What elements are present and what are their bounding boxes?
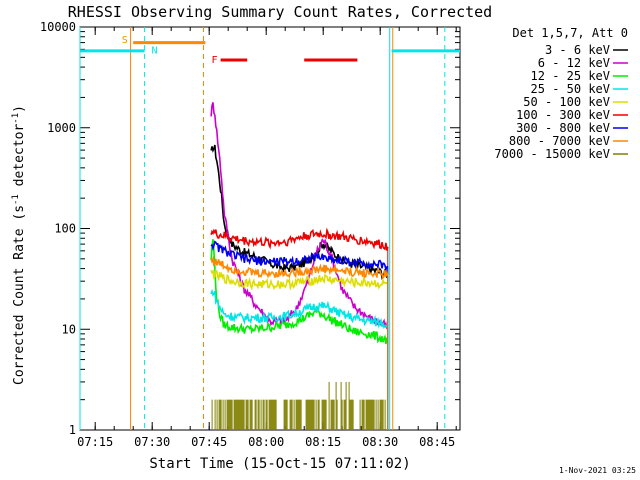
chart-title: RHESSI Observing Summary Count Rates, Co… (68, 3, 492, 21)
observing-state-bars: S N F (80, 35, 460, 66)
y-axis-label-mid: detector (12, 124, 27, 195)
series-line (210, 269, 389, 291)
y-axis-label: Corrected Count Rate (s-1 detector-1) (11, 105, 27, 385)
series-3-6-kev (210, 144, 389, 430)
legend-header: Det 1,5,7, Att 0 (512, 26, 628, 40)
series-line (210, 239, 389, 345)
series-7000-15000-kev (210, 381, 388, 430)
series-line (210, 288, 389, 329)
x-tick-label: 08:00 (248, 435, 284, 449)
x-tick-label: 08:45 (419, 435, 455, 449)
series-line (210, 240, 389, 273)
series-line (210, 102, 389, 330)
legend-label: 3 - 6 keV (545, 43, 610, 57)
legend-label: 50 - 100 keV (523, 95, 610, 109)
series-line (210, 227, 389, 251)
series-layer (210, 102, 389, 430)
legend-label: 300 - 800 keV (516, 121, 610, 135)
state-label-s: S (122, 35, 128, 46)
plot-frame (79, 26, 461, 431)
state-label-n: N (151, 45, 157, 56)
x-tick-label: 07:15 (77, 435, 113, 449)
x-axis-label: Start Time (15-Oct-15 07:11:02) (149, 456, 410, 472)
y-axis-label-main: Corrected Count Rate (s (12, 205, 27, 385)
series-line (210, 255, 389, 280)
y-tick-label: 100 (54, 222, 76, 236)
x-tick-label: 08:15 (305, 435, 341, 449)
legend-label: 7000 - 15000 keV (494, 147, 610, 161)
x-tick-label: 07:30 (134, 435, 170, 449)
observing-state-lines (79, 27, 446, 430)
y-tick-label: 10 (62, 322, 76, 336)
legend-label: 800 - 7000 keV (509, 134, 610, 148)
series-800-7000-kev (210, 255, 389, 430)
x-tick-label: 08:30 (362, 435, 398, 449)
state-label-f: F (211, 55, 217, 66)
legend-label: 12 - 25 keV (531, 69, 610, 83)
y-tick-label: 1 (69, 423, 76, 437)
y-axis-label-sup1: -1 (11, 194, 21, 205)
y-tick-label: 10000 (40, 20, 76, 34)
y-axis-label-end: ) (12, 105, 27, 113)
axis-ticks: 07:15 07:30 07:45 08:00 08:15 08:30 08:45 1 10 10… (40, 20, 460, 449)
y-tick-label: 1000 (47, 121, 76, 135)
legend-label: 100 - 300 keV (516, 108, 610, 122)
x-tick-label: 07:45 (191, 435, 227, 449)
legend-label: 25 - 50 keV (531, 82, 610, 96)
timestamp: 1-Nov-2021 03:25 (559, 466, 636, 475)
plot-area (79, 26, 461, 431)
y-axis-label-sup2: -1 (11, 113, 21, 124)
series-line (210, 144, 389, 281)
legend-label: 6 - 12 keV (538, 56, 610, 70)
